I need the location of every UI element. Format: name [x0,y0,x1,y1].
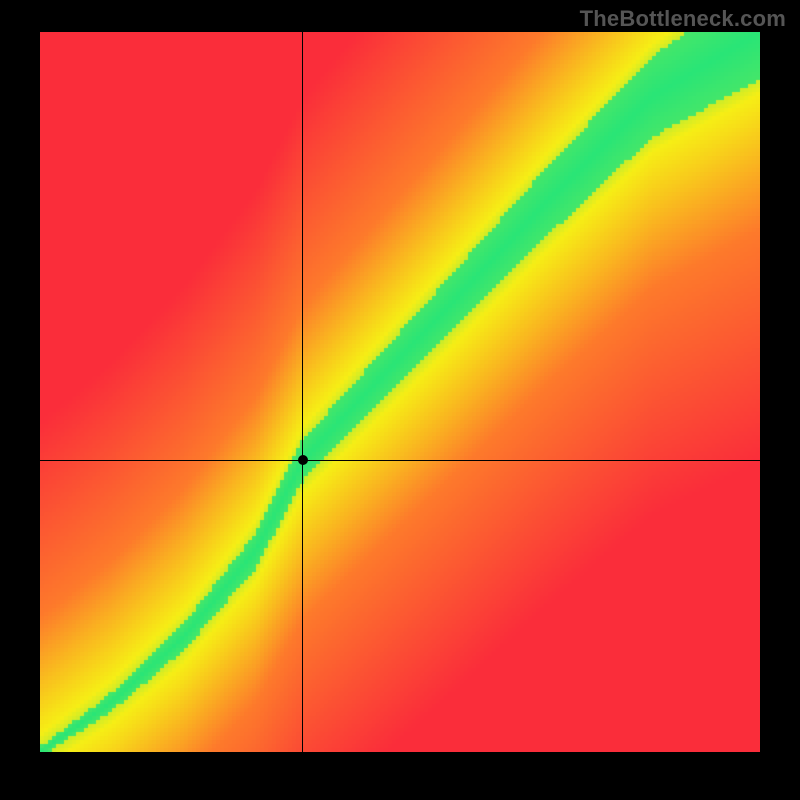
watermark-text: TheBottleneck.com [580,6,786,32]
chart-container: TheBottleneck.com [0,0,800,800]
heatmap-canvas [40,32,760,752]
plot-frame [40,32,760,752]
